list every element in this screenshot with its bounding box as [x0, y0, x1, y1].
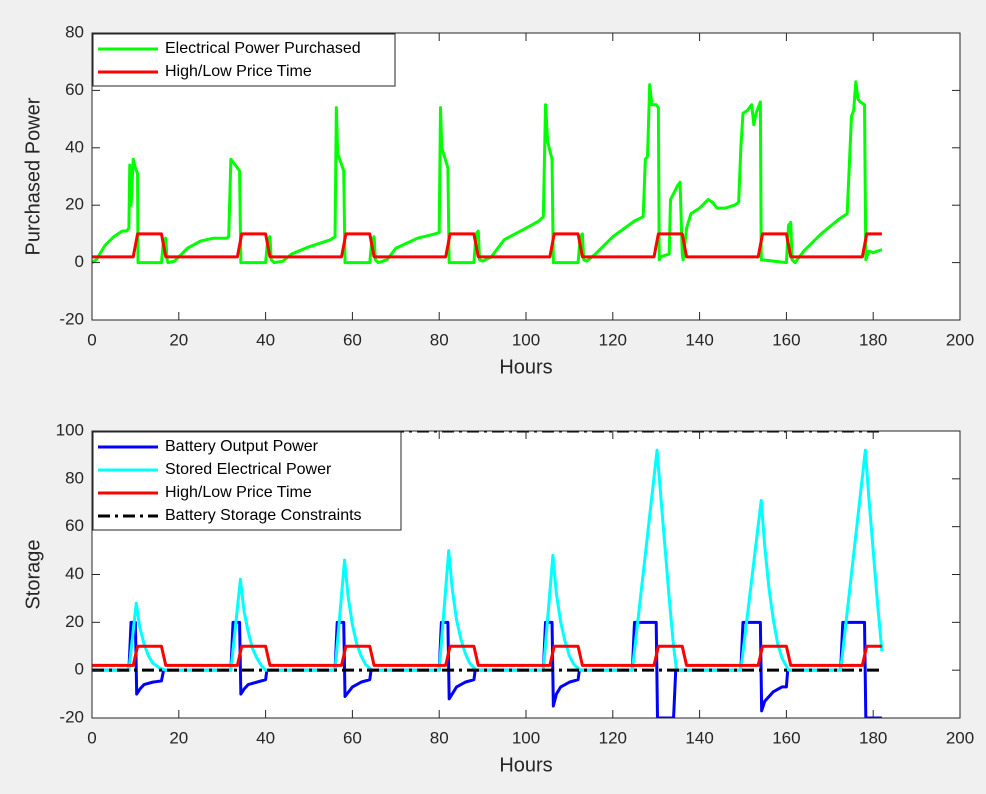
- legend-box: [92, 33, 396, 87]
- y-tick-label: 80: [65, 22, 84, 41]
- y-tick-label: 0: [75, 660, 84, 679]
- legend-label: High/Low Price Time: [165, 63, 312, 80]
- x-tick-label: 20: [169, 728, 188, 747]
- y-tick-label: 40: [65, 564, 84, 583]
- y-tick-label: 100: [56, 420, 84, 439]
- legend-label: Electrical Power Purchased: [165, 40, 361, 57]
- legend-label: High/Low Price Time: [165, 484, 312, 501]
- y-tick-label: 80: [65, 468, 84, 487]
- x-tick-label: 20: [169, 330, 188, 349]
- plot-lines: [92, 80, 883, 265]
- y-tick-label: -20: [59, 707, 84, 726]
- y-tick-label: 40: [65, 137, 84, 156]
- x-axis-label: Hours: [499, 754, 552, 776]
- legend-label: Battery Storage Constraints: [165, 507, 362, 524]
- x-tick-label: 60: [343, 728, 362, 747]
- y-tick-label: 20: [65, 612, 84, 631]
- x-tick-label: 160: [772, 330, 800, 349]
- legend-label: Stored Electrical Power: [165, 461, 332, 478]
- x-tick-label: 40: [256, 330, 275, 349]
- x-tick-label: 0: [87, 728, 96, 747]
- y-tick-label: 0: [75, 252, 84, 271]
- x-tick-label: 40: [256, 728, 275, 747]
- x-tick-label: 100: [512, 728, 540, 747]
- x-tick-label: 120: [599, 728, 627, 747]
- x-tick-label: 120: [599, 330, 627, 349]
- x-tick-label: 200: [946, 330, 974, 349]
- series-line: [92, 431, 882, 672]
- x-tick-label: 180: [859, 728, 887, 747]
- y-tick-label: -20: [59, 309, 84, 328]
- y-tick-label: 20: [65, 195, 84, 214]
- x-tick-label: 140: [685, 728, 713, 747]
- x-tick-label: 160: [772, 728, 800, 747]
- legend-label: Battery Output Power: [165, 438, 319, 455]
- series-line: [92, 644, 882, 667]
- y-axis-label: Storage: [22, 539, 44, 609]
- x-tick-label: 200: [946, 728, 974, 747]
- y-tick-label: 60: [65, 516, 84, 535]
- x-tick-label: 180: [859, 330, 887, 349]
- x-tick-label: 100: [512, 330, 540, 349]
- x-tick-label: 60: [343, 330, 362, 349]
- x-tick-label: 80: [430, 728, 449, 747]
- x-axis-label: Hours: [499, 356, 552, 378]
- plot-lines: [92, 431, 884, 718]
- x-tick-label: 0: [87, 330, 96, 349]
- series-line: [92, 448, 884, 672]
- y-tick-label: 60: [65, 80, 84, 99]
- x-tick-label: 140: [685, 330, 713, 349]
- y-axis-label: Purchased Power: [22, 97, 44, 255]
- series-line: [92, 80, 883, 265]
- x-tick-label: 80: [430, 330, 449, 349]
- series-line: [92, 232, 882, 259]
